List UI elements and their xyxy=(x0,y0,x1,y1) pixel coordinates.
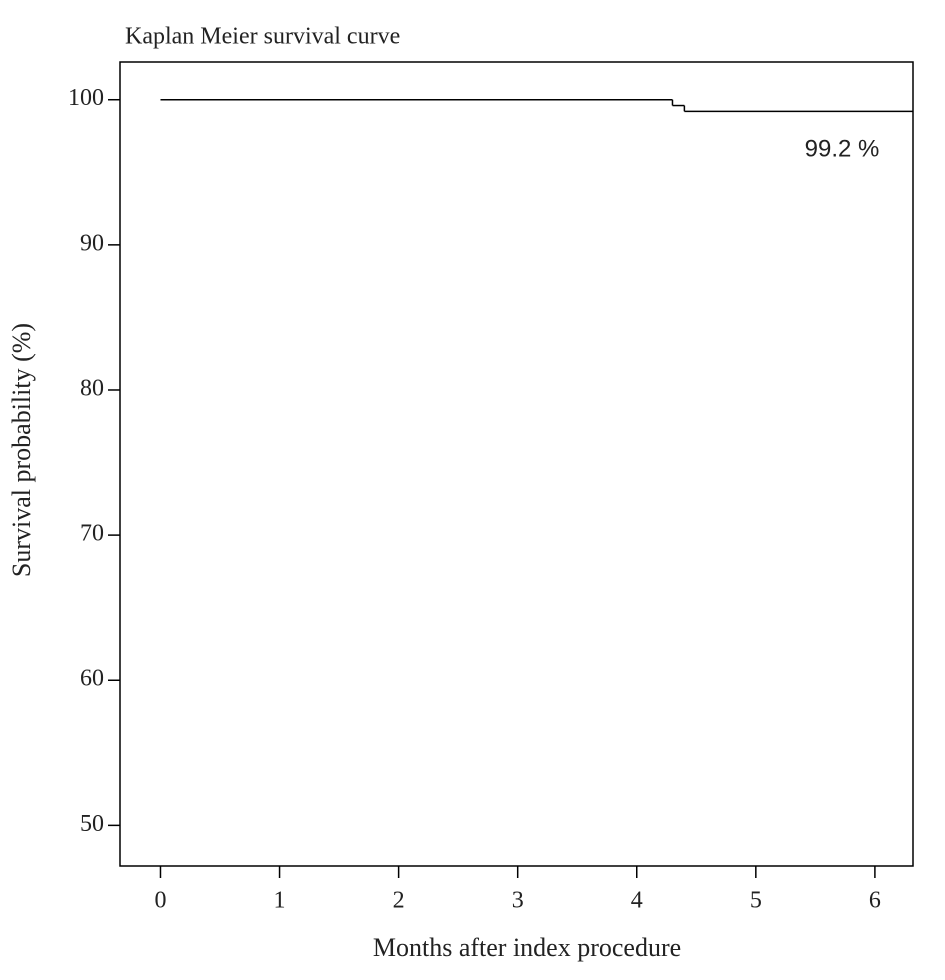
y-tick-label: 70 xyxy=(80,521,104,547)
y-tick-label: 100 xyxy=(68,85,104,111)
x-tick-label: 6 xyxy=(869,888,881,914)
y-axis-title: Survival probability (%) xyxy=(7,323,36,577)
x-tick-label: 2 xyxy=(393,888,405,914)
x-tick-label: 1 xyxy=(274,888,286,914)
y-tick-label: 80 xyxy=(80,375,104,401)
annotation: 99.2 % xyxy=(805,135,880,162)
plot-frame xyxy=(119,61,914,867)
chart-title: Kaplan Meier survival curve xyxy=(125,24,400,50)
y-tick-label: 90 xyxy=(80,230,104,256)
y-tick-label: 50 xyxy=(80,811,104,837)
x-tick-label: 0 xyxy=(154,888,166,914)
x-tick-label: 3 xyxy=(512,888,524,914)
x-tick-label: 4 xyxy=(631,888,643,914)
y-tick-label: 60 xyxy=(80,666,104,692)
x-axis-title: Months after index procedure xyxy=(373,933,681,962)
x-tick-label: 5 xyxy=(750,888,762,914)
